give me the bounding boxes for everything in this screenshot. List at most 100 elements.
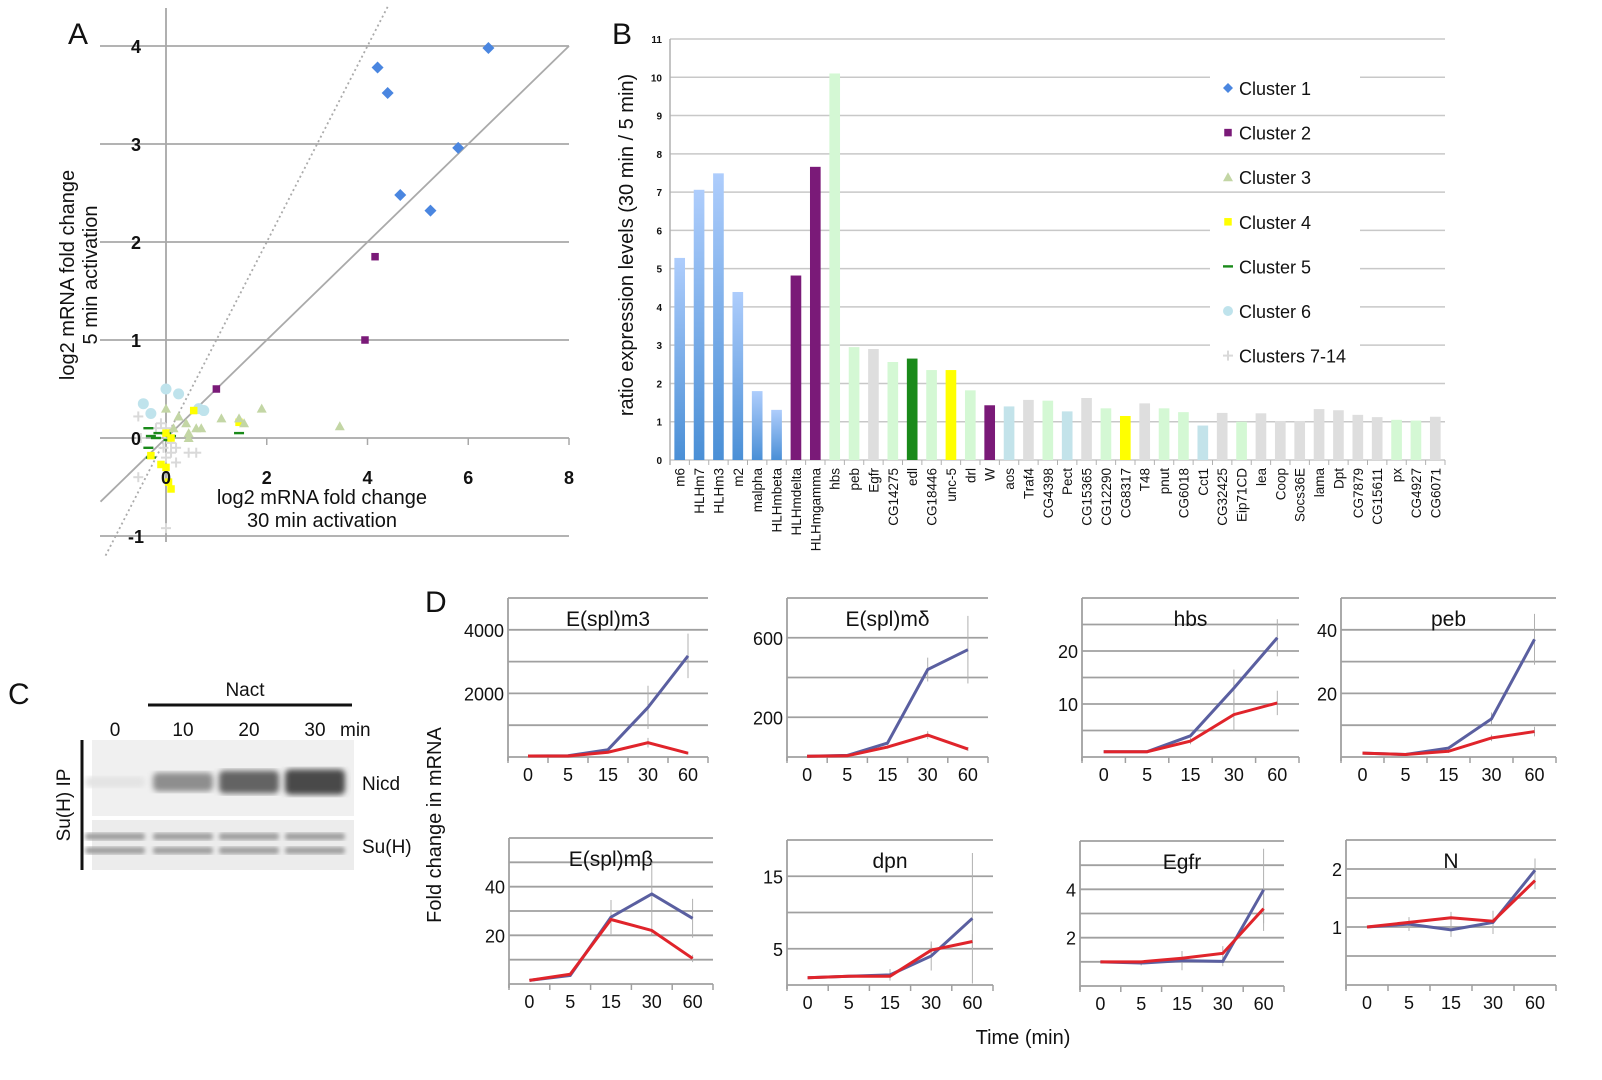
b-legend-marker: [1223, 350, 1233, 361]
d-subplot-title: E(spl)m3: [566, 608, 650, 631]
d-subplot-e-spl-m-: 0 5 15 30 60 200 600 E(spl)mδ: [753, 597, 989, 785]
b-category-label: CG14275: [886, 468, 901, 526]
d-x-tick-label: 5: [565, 992, 575, 1012]
b-bar-hlhmbeta: [771, 409, 782, 460]
d-subplot-title: hbs: [1174, 608, 1208, 631]
d-y-tick-label: 20: [1058, 642, 1078, 662]
b-bar-t48: [1139, 403, 1151, 460]
b-legend-bg: [1210, 163, 1360, 190]
a-point-cluster-1: [424, 204, 437, 217]
d-x-tick-label: 60: [678, 765, 698, 785]
a-point-clusters-7-14: [166, 447, 177, 458]
d-series-line-blue: [527, 654, 690, 758]
d-x-tick-label: 0: [1095, 994, 1105, 1014]
b-bar-edl: [906, 358, 918, 460]
b-y-tick-label: 6: [656, 226, 662, 237]
blot-unit-label: min: [340, 720, 371, 741]
a-point-cluster-4: [164, 478, 173, 486]
scatter-chart-a: -1 0 1 2 3 4 0 2 4 6 8 log2 mRNA fold change 30 mi…: [57, 6, 574, 557]
d-series-line-red: [528, 741, 689, 758]
a-point-cluster-2: [371, 252, 379, 261]
a-point-cluster-1: [452, 141, 465, 154]
b-bar-px: [1391, 419, 1402, 460]
b-legend-label: Cluster 3: [1239, 168, 1311, 188]
d-series-line-red: [1366, 879, 1537, 929]
b-bar-cg6071: [1429, 416, 1441, 460]
blot-band-nicd: [85, 776, 145, 788]
a-point-cluster-4: [147, 451, 155, 460]
b-legend-bg: [1210, 297, 1360, 323]
d-x-tick-label: 5: [842, 765, 852, 785]
b-legend-label: Cluster 1: [1239, 79, 1311, 99]
b-y-tick-label: 3: [656, 341, 662, 352]
b-bar-cg15365: [1081, 397, 1092, 460]
b-category-label: hbs: [828, 468, 843, 490]
d-x-tick-label: 30: [638, 765, 658, 785]
b-tick-labels: 0 1 2 3 4 5 6 7 8 9 10 11: [651, 35, 663, 467]
d-x-tick-label: 30: [1481, 765, 1501, 785]
a-point-clusters-7-14: [191, 447, 202, 458]
b-legend-marker: [1224, 128, 1232, 137]
b-bar-hlhm7: [693, 189, 705, 460]
b-category-label: edl: [905, 468, 920, 486]
b-bar-malpha: [751, 391, 763, 460]
d-x-tick-label: 15: [877, 765, 897, 785]
a-y-tick-label: 1: [131, 331, 141, 351]
a-point-cluster-6: [198, 405, 210, 417]
d-x-tick-label: 5: [1136, 994, 1146, 1014]
b-y-tick-label: 2: [656, 379, 662, 390]
a-point-cluster-5: [145, 434, 156, 438]
b-bar-cg14275: [887, 362, 899, 460]
a-point-cluster-3: [173, 411, 184, 421]
b-bar-cg4927: [1410, 420, 1422, 460]
b-bar-m2: [732, 291, 744, 460]
b-bar-cct1: [1197, 425, 1209, 460]
b-category-label: HLHmdelta: [789, 468, 804, 536]
b-bar-hbs: [829, 73, 841, 460]
b-bar-hlhmgamma: [809, 166, 821, 460]
blot-lane-label: 30: [304, 720, 325, 741]
d-x-tick-label: 15: [601, 992, 621, 1012]
d-y-tick-label: 1: [1332, 918, 1342, 938]
a-point-cluster-5: [234, 431, 245, 435]
d-y-tick-label: 40: [1317, 621, 1337, 641]
d-series-line-blue: [1103, 636, 1279, 754]
b-legend-label: Cluster 4: [1239, 213, 1311, 233]
d-x-tick-label: 15: [880, 993, 900, 1013]
b-category-label: px: [1390, 468, 1405, 483]
blot-band-label-nicd: Nicd: [362, 774, 400, 795]
a-x-tick-label: 6: [463, 468, 473, 488]
a-point-cluster-5: [143, 446, 154, 449]
b-bar-cg18446: [926, 370, 937, 460]
a-x-axis-label-line2: 30 min activation: [247, 510, 397, 532]
d-x-tick-label: 15: [598, 765, 618, 785]
d-y-tick-label: 4000: [464, 621, 504, 641]
d-x-tick-label: 5: [844, 993, 854, 1013]
d-x-tick-label: 60: [958, 765, 978, 785]
d-x-tick-label: 30: [1224, 765, 1244, 785]
b-legend-marker: [1223, 83, 1233, 93]
b-y-tick-label: 5: [656, 265, 662, 276]
d-subplot-peb: 0 5 15 30 60 20 40 peb: [1317, 597, 1557, 785]
d-y-tick-label: 2: [1066, 929, 1076, 949]
a-point-cluster-4: [162, 429, 170, 437]
panel-label-d: D: [425, 586, 447, 619]
d-series-line-red: [1103, 701, 1278, 754]
b-category-label: T48: [1138, 468, 1153, 491]
a-point-cluster-1: [371, 61, 384, 74]
d-x-tick-label: 0: [1099, 765, 1109, 785]
a-point-clusters-7-14: [158, 442, 169, 453]
d-x-tick-label: 30: [1213, 994, 1233, 1014]
b-category-label: CG4927: [1409, 468, 1424, 518]
b-legend-label: Clusters 7-14: [1239, 347, 1346, 367]
d-x-tick-label: 60: [1525, 993, 1545, 1013]
d-x-tick-label: 5: [1142, 765, 1152, 785]
d-x-tick-label: 15: [1438, 765, 1458, 785]
d-x-tick-label: 60: [1267, 765, 1287, 785]
b-bar-coop: [1274, 420, 1286, 460]
b-legend: Cluster 1 Cluster 2 Cluster 3 Cluster 4 Clus…: [1210, 74, 1360, 368]
blot-suh-membrane: [92, 820, 354, 870]
b-category-label: Traf4: [1021, 468, 1036, 499]
d-y-tick-label: 20: [1317, 684, 1337, 704]
b-bar-cg4398: [1042, 400, 1054, 460]
